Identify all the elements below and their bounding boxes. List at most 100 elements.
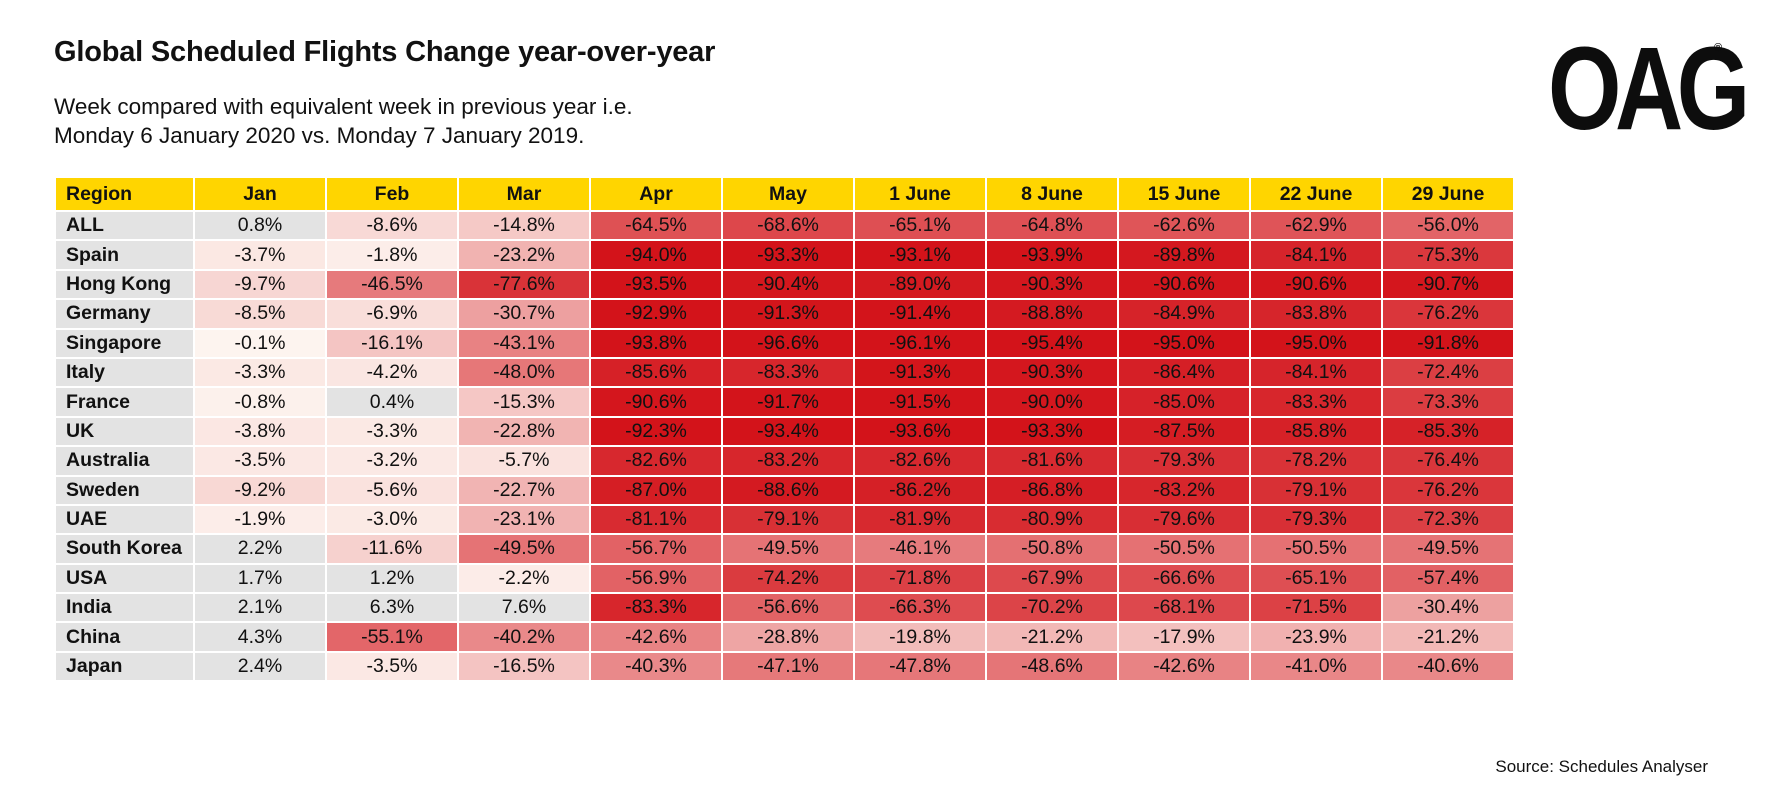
heatmap-cell: -80.9% <box>985 503 1119 536</box>
heatmap-table-container: Region Jan Feb Mar Apr May 1 June 8 June 15 Jun… <box>54 176 1515 683</box>
heatmap-cell: -81.1% <box>589 503 723 536</box>
heatmap-cell: -42.6% <box>1117 650 1251 683</box>
heatmap-cell: -3.0% <box>325 503 459 536</box>
region-label: Germany <box>54 298 195 330</box>
heatmap-cell: -92.9% <box>589 298 723 330</box>
heatmap-cell: -73.3% <box>1381 386 1515 418</box>
heatmap-cell: -79.3% <box>1117 445 1251 477</box>
region-label: UAE <box>54 503 195 536</box>
heatmap-cell: -86.8% <box>985 474 1119 506</box>
heatmap-cell: -23.1% <box>457 503 591 536</box>
heatmap-cell: -50.5% <box>1117 533 1251 565</box>
heatmap-cell: -3.5% <box>193 445 327 477</box>
table-row: India 2.1% 6.3% 7.6% -83.3% -56.6% -66.3% -70.2… <box>54 592 1515 624</box>
table-row: Singapore -0.1% -16.1% -43.1% -93.8% -96.6% -9… <box>54 327 1515 359</box>
heatmap-cell: -56.0% <box>1381 209 1515 242</box>
heatmap-cell: 1.2% <box>325 562 459 595</box>
heatmap-cell: -6.9% <box>325 298 459 330</box>
table-row: Australia -3.5% -3.2% -5.7% -82.6% -83.2% -82.… <box>54 445 1515 477</box>
heatmap-cell: -85.6% <box>589 356 723 389</box>
heatmap-cell: 0.4% <box>325 386 459 418</box>
table-row: UAE -1.9% -3.0% -23.1% -81.1% -79.1% -81.9% -80… <box>54 503 1515 536</box>
heatmap-cell: -86.4% <box>1117 356 1251 389</box>
heatmap-cell: -9.7% <box>193 268 327 301</box>
heatmap-cell: -81.9% <box>853 503 987 536</box>
heatmap-cell: -62.6% <box>1117 209 1251 242</box>
heatmap-cell: -22.7% <box>457 474 591 506</box>
heatmap-cell: -70.2% <box>985 592 1119 624</box>
heatmap-cell: 2.1% <box>193 592 327 624</box>
heatmap-cell: -71.5% <box>1249 592 1383 624</box>
column-header: May <box>721 176 855 212</box>
column-header: Mar <box>457 176 591 212</box>
heatmap-cell: -8.5% <box>193 298 327 330</box>
heatmap-cell: -95.0% <box>1117 327 1251 359</box>
heatmap-cell: -49.5% <box>457 533 591 565</box>
heatmap-cell: -90.3% <box>985 356 1119 389</box>
table-row: ALL 0.8% -8.6% -14.8% -64.5% -68.6% -65.1% -64.… <box>54 209 1515 242</box>
table-row: Spain -3.7% -1.8% -23.2% -94.0% -93.3% -93.1% -… <box>54 239 1515 271</box>
heatmap-cell: -3.8% <box>193 415 327 448</box>
heatmap-cell: -19.8% <box>853 621 987 653</box>
source-note: Source: Schedules Analyser <box>1495 757 1708 776</box>
heatmap-cell: -90.6% <box>589 386 723 418</box>
heatmap-cell: -5.7% <box>457 445 591 477</box>
heatmap-cell: -95.4% <box>985 327 1119 359</box>
column-header: 8 June <box>985 176 1119 212</box>
oag-logo: OAG <box>1548 23 1750 155</box>
table-row: Germany -8.5% -6.9% -30.7% -92.9% -91.3% -91.4… <box>54 298 1515 330</box>
heatmap-cell: -71.8% <box>853 562 987 595</box>
table-row: USA 1.7% 1.2% -2.2% -56.9% -74.2% -71.8% -67.9%… <box>54 562 1515 595</box>
heatmap-cell: -94.0% <box>589 239 723 271</box>
heatmap-cell: -41.0% <box>1249 650 1383 683</box>
heatmap-cell: -66.6% <box>1117 562 1251 595</box>
column-header-region: Region <box>54 176 195 212</box>
heatmap-cell: -21.2% <box>1381 621 1515 653</box>
heatmap-cell: -2.2% <box>457 562 591 595</box>
heatmap-cell: -57.4% <box>1381 562 1515 595</box>
heatmap-cell: 2.2% <box>193 533 327 565</box>
heatmap-cell: -78.2% <box>1249 445 1383 477</box>
heatmap-cell: -79.6% <box>1117 503 1251 536</box>
heatmap-cell: -95.0% <box>1249 327 1383 359</box>
heatmap-cell: -76.4% <box>1381 445 1515 477</box>
heatmap-cell: -85.0% <box>1117 386 1251 418</box>
heatmap-cell: -74.2% <box>721 562 855 595</box>
heatmap-cell: -81.6% <box>985 445 1119 477</box>
heatmap-cell: -85.8% <box>1249 415 1383 448</box>
table-row: Sweden -9.2% -5.6% -22.7% -87.0% -88.6% -86.2%… <box>54 474 1515 506</box>
heatmap-cell: -91.5% <box>853 386 987 418</box>
heatmap-cell: -15.3% <box>457 386 591 418</box>
heatmap-cell: -93.3% <box>721 239 855 271</box>
heatmap-cell: -83.2% <box>721 445 855 477</box>
heatmap-cell: -8.6% <box>325 209 459 242</box>
heatmap-cell: -16.1% <box>325 327 459 359</box>
heatmap-cell: -0.1% <box>193 327 327 359</box>
heatmap-cell: 0.8% <box>193 209 327 242</box>
heatmap-cell: -48.0% <box>457 356 591 389</box>
heatmap-cell: 7.6% <box>457 592 591 624</box>
heatmap-cell: -90.7% <box>1381 268 1515 301</box>
heatmap-cell: -83.3% <box>721 356 855 389</box>
region-label: South Korea <box>54 533 195 565</box>
heatmap-cell: -93.3% <box>985 415 1119 448</box>
heatmap-cell: -3.3% <box>325 415 459 448</box>
heatmap-cell: -47.8% <box>853 650 987 683</box>
heatmap-cell: -83.8% <box>1249 298 1383 330</box>
heatmap-cell: -17.9% <box>1117 621 1251 653</box>
heatmap-cell: -89.8% <box>1117 239 1251 271</box>
heatmap-cell: -56.9% <box>589 562 723 595</box>
heatmap-cell: -56.6% <box>721 592 855 624</box>
subtitle-line-2: Monday 6 January 2020 vs. Monday 7 Janua… <box>54 123 585 148</box>
heatmap-cell: -65.1% <box>1249 562 1383 595</box>
table-row: UK -3.8% -3.3% -22.8% -92.3% -93.4% -93.6% -93.… <box>54 415 1515 448</box>
registered-mark: ® <box>1714 42 1723 54</box>
heatmap-cell: -72.4% <box>1381 356 1515 389</box>
heatmap-cell: -3.7% <box>193 239 327 271</box>
table-row: France -0.8% 0.4% -15.3% -90.6% -91.7% -91.5% -… <box>54 386 1515 418</box>
heatmap-cell: -28.8% <box>721 621 855 653</box>
column-header: 1 June <box>853 176 987 212</box>
heatmap-cell: -50.5% <box>1249 533 1383 565</box>
heatmap-cell: -83.3% <box>589 592 723 624</box>
heatmap-cell: -86.2% <box>853 474 987 506</box>
